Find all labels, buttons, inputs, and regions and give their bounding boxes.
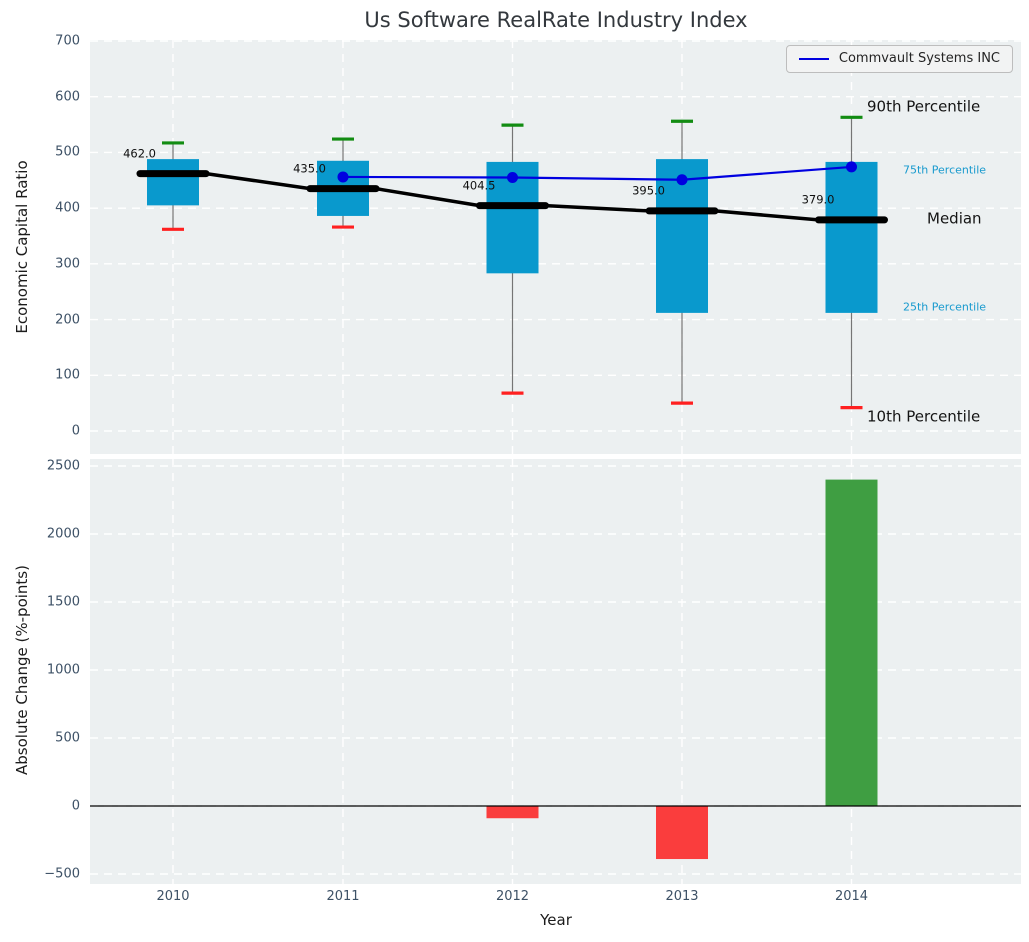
ytick-label-bottom: −500	[44, 866, 80, 882]
ytick-label-top: 600	[55, 89, 80, 105]
percentile-label-p90: 90th Percentile	[867, 97, 981, 116]
xtick-label-2014: 2014	[834, 889, 869, 904]
ytick-label-top: 200	[55, 312, 80, 328]
x-axis-label: Year	[540, 911, 572, 929]
xtick-label-2012: 2012	[495, 889, 530, 904]
ytick-label-top: 700	[55, 33, 80, 49]
xtick-label-2011: 2011	[326, 889, 360, 904]
median-annotation-2011: 435.0	[293, 160, 326, 175]
median-connector	[545, 203, 650, 213]
ytick-label-top: 400	[55, 200, 80, 216]
y-axis-label-bottom: Absolute Change (%-points)	[13, 565, 31, 775]
median-connector	[375, 186, 480, 208]
bar-2013	[656, 806, 708, 860]
ytick-label-top: 300	[55, 256, 80, 272]
percentile-label-median: Median	[927, 209, 982, 228]
ytick-label-top: 100	[55, 367, 80, 383]
company-point-2014	[846, 161, 857, 173]
percentile-label-p25: 25th Percentile	[903, 300, 987, 314]
ytick-label-bottom: 0	[71, 798, 80, 814]
company-point-2012	[507, 172, 518, 183]
box-2010	[147, 159, 199, 206]
company-point-2013	[676, 174, 688, 186]
bar-2014	[825, 479, 878, 806]
ytick-label-bottom: 1000	[46, 662, 80, 678]
xtick-label-2013: 2013	[665, 889, 699, 904]
ytick-label-top: 500	[55, 144, 80, 160]
ytick-label-bottom: 500	[55, 730, 80, 746]
median-annotation-2012: 404.5	[462, 177, 496, 192]
ytick-label-bottom: 1500	[46, 594, 80, 610]
bar-2012	[486, 806, 539, 819]
bottom-axes-background	[90, 459, 1021, 884]
legend-line-swatch	[798, 57, 829, 60]
legend-label: Commvault Systems INC	[838, 51, 1000, 66]
ytick-label-bottom: 2500	[46, 458, 80, 474]
median-connector	[205, 171, 311, 191]
percentile-label-p75: 75th Percentile	[903, 163, 987, 177]
median-annotation-2014: 379.0	[801, 192, 835, 207]
median-annotation-2010: 462.0	[123, 145, 156, 160]
median-connector	[714, 209, 819, 222]
median-annotation-2013: 395.0	[632, 183, 665, 198]
xtick-label-2010: 2010	[156, 889, 190, 904]
company-line	[342, 165, 852, 181]
legend: Commvault Systems INC	[785, 45, 1013, 73]
y-axis-label-top: Economic Capital Ratio	[13, 160, 31, 334]
chart-title: Us Software RealRate Industry Index	[364, 8, 748, 32]
company-point-2011	[337, 171, 349, 183]
box-2014	[825, 161, 878, 313]
ytick-label-bottom: 2000	[46, 526, 80, 542]
ytick-label-top: 0	[71, 423, 80, 439]
percentile-label-p10: 10th Percentile	[867, 407, 981, 426]
